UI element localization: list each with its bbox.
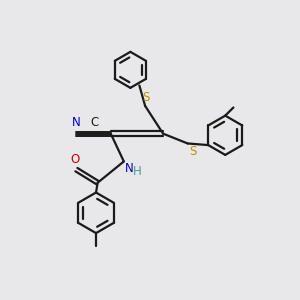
- Text: N: N: [72, 116, 81, 129]
- Text: N: N: [124, 162, 133, 175]
- Text: O: O: [70, 153, 80, 166]
- Text: H: H: [133, 165, 142, 178]
- Text: C: C: [90, 116, 98, 129]
- Text: S: S: [189, 145, 196, 158]
- Text: S: S: [142, 91, 149, 104]
